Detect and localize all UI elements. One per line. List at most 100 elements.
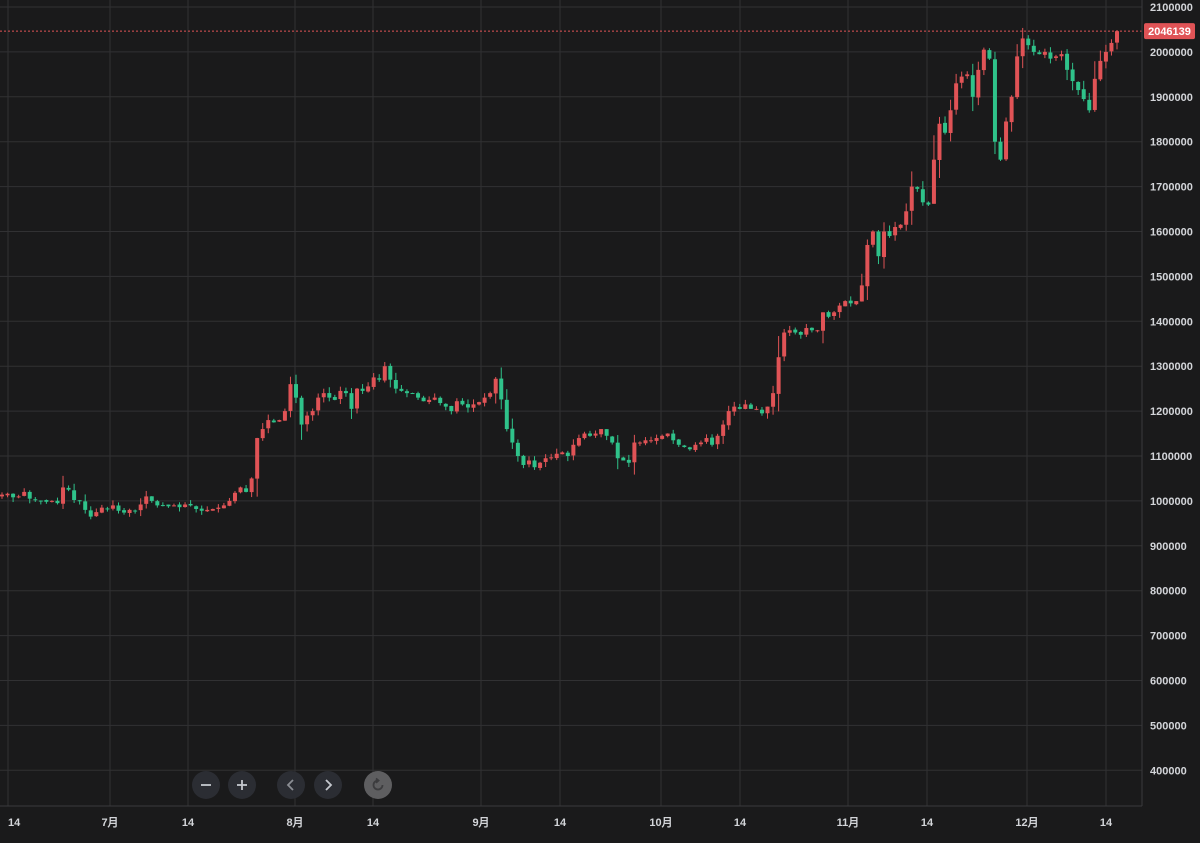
minus-icon xyxy=(201,784,211,786)
candle-body xyxy=(1103,51,1108,62)
candle-body xyxy=(743,404,748,409)
candle-body xyxy=(205,509,210,512)
candle-body xyxy=(432,397,437,400)
candle-body xyxy=(349,393,354,409)
candle-body xyxy=(105,508,110,510)
candle-body xyxy=(33,499,38,501)
candle-body xyxy=(948,110,953,133)
candle-body xyxy=(199,508,204,511)
candle-body xyxy=(133,510,138,512)
candle-body xyxy=(11,493,16,498)
candle-body xyxy=(1053,56,1058,58)
candle-body xyxy=(504,399,509,430)
candle-body xyxy=(593,433,598,436)
candle-body xyxy=(837,305,842,313)
price-tick-label: 900000 xyxy=(1150,541,1187,553)
candle-body xyxy=(27,491,32,499)
candle-body xyxy=(1048,52,1053,59)
candle-body xyxy=(399,388,404,391)
candle-body xyxy=(471,404,476,408)
zoom-in-button[interactable] xyxy=(228,771,256,799)
time-tick-label: 14 xyxy=(921,817,934,829)
candle-body xyxy=(144,496,149,504)
candle-body xyxy=(909,186,914,211)
candle-body xyxy=(377,378,382,380)
candle-body xyxy=(5,493,10,496)
candle-body xyxy=(227,500,232,506)
candle-body xyxy=(865,244,870,287)
candle-body xyxy=(815,330,820,332)
candle-body xyxy=(554,453,559,459)
candle-body xyxy=(915,187,920,189)
candle-body xyxy=(149,496,154,501)
candle-body xyxy=(515,442,520,456)
candle-body xyxy=(1037,52,1042,55)
candle-body xyxy=(637,442,642,444)
scroll-left-button[interactable] xyxy=(277,771,305,799)
time-tick-label: 8月 xyxy=(286,816,303,829)
price-tick-label: 1800000 xyxy=(1150,137,1193,149)
candle-body xyxy=(693,444,698,450)
reset-chart-button[interactable] xyxy=(364,771,392,799)
candle-body xyxy=(177,504,182,508)
candle-body xyxy=(55,500,60,504)
candle-body xyxy=(843,301,848,307)
candle-body xyxy=(710,437,715,445)
candle-body xyxy=(271,420,276,423)
candle-body xyxy=(526,460,531,465)
candle-body xyxy=(1109,42,1114,52)
candle-body xyxy=(698,442,703,445)
candle-body xyxy=(232,492,237,502)
candle-body xyxy=(621,457,626,461)
candle-body xyxy=(343,391,348,394)
candle-body xyxy=(992,59,997,142)
candle-body xyxy=(931,159,936,204)
candle-body xyxy=(454,401,459,412)
candle-body xyxy=(793,329,798,333)
candle-body xyxy=(404,391,409,394)
candle-body xyxy=(183,504,188,508)
price-axis[interactable]: 400000 500000 600000 700000 800000 900000 1000… xyxy=(1141,0,1193,806)
candle-body xyxy=(244,488,249,492)
candle-body xyxy=(876,231,881,257)
candle-body xyxy=(321,393,326,398)
candle-body xyxy=(643,440,648,444)
candle-body xyxy=(77,500,82,502)
candle-body xyxy=(565,452,570,456)
time-tick-label: 10月 xyxy=(649,816,672,829)
candle-body xyxy=(1031,45,1036,52)
candle-body xyxy=(759,409,764,414)
candle-body xyxy=(493,378,498,394)
time-tick-label: 9月 xyxy=(472,816,489,829)
candle-body xyxy=(704,438,709,442)
time-tick-label: 14 xyxy=(1100,817,1113,829)
candle-body xyxy=(477,402,482,405)
candle-body xyxy=(110,505,115,509)
time-tick-label: 14 xyxy=(8,817,21,829)
candle-body xyxy=(809,327,814,331)
zoom-out-button[interactable] xyxy=(192,771,220,799)
time-tick-label: 14 xyxy=(734,817,747,829)
time-tick-label: 11月 xyxy=(837,816,860,829)
candle-body xyxy=(754,408,759,410)
candle-body xyxy=(1065,53,1070,70)
candle-body xyxy=(798,332,803,335)
candle-body xyxy=(665,433,670,437)
candle-body xyxy=(171,505,176,507)
candle-body xyxy=(393,380,398,389)
candle-body xyxy=(926,202,931,205)
time-axis[interactable]: 14 7月 14 8月 14 9月 14 10月 14 11月 14 12月 14 xyxy=(0,805,1142,829)
price-tick-label: 2100000 xyxy=(1150,2,1193,14)
candle-body xyxy=(122,510,127,513)
candle-body xyxy=(976,69,981,98)
candle-body xyxy=(116,505,121,511)
candle-body xyxy=(210,508,215,511)
candle-body xyxy=(737,407,742,409)
candle-body xyxy=(632,442,637,463)
price-tick-label: 500000 xyxy=(1150,720,1187,732)
scroll-right-button[interactable] xyxy=(314,771,342,799)
price-tick-label: 1500000 xyxy=(1150,271,1193,283)
candle-body xyxy=(72,490,77,501)
candle-body xyxy=(499,378,504,400)
